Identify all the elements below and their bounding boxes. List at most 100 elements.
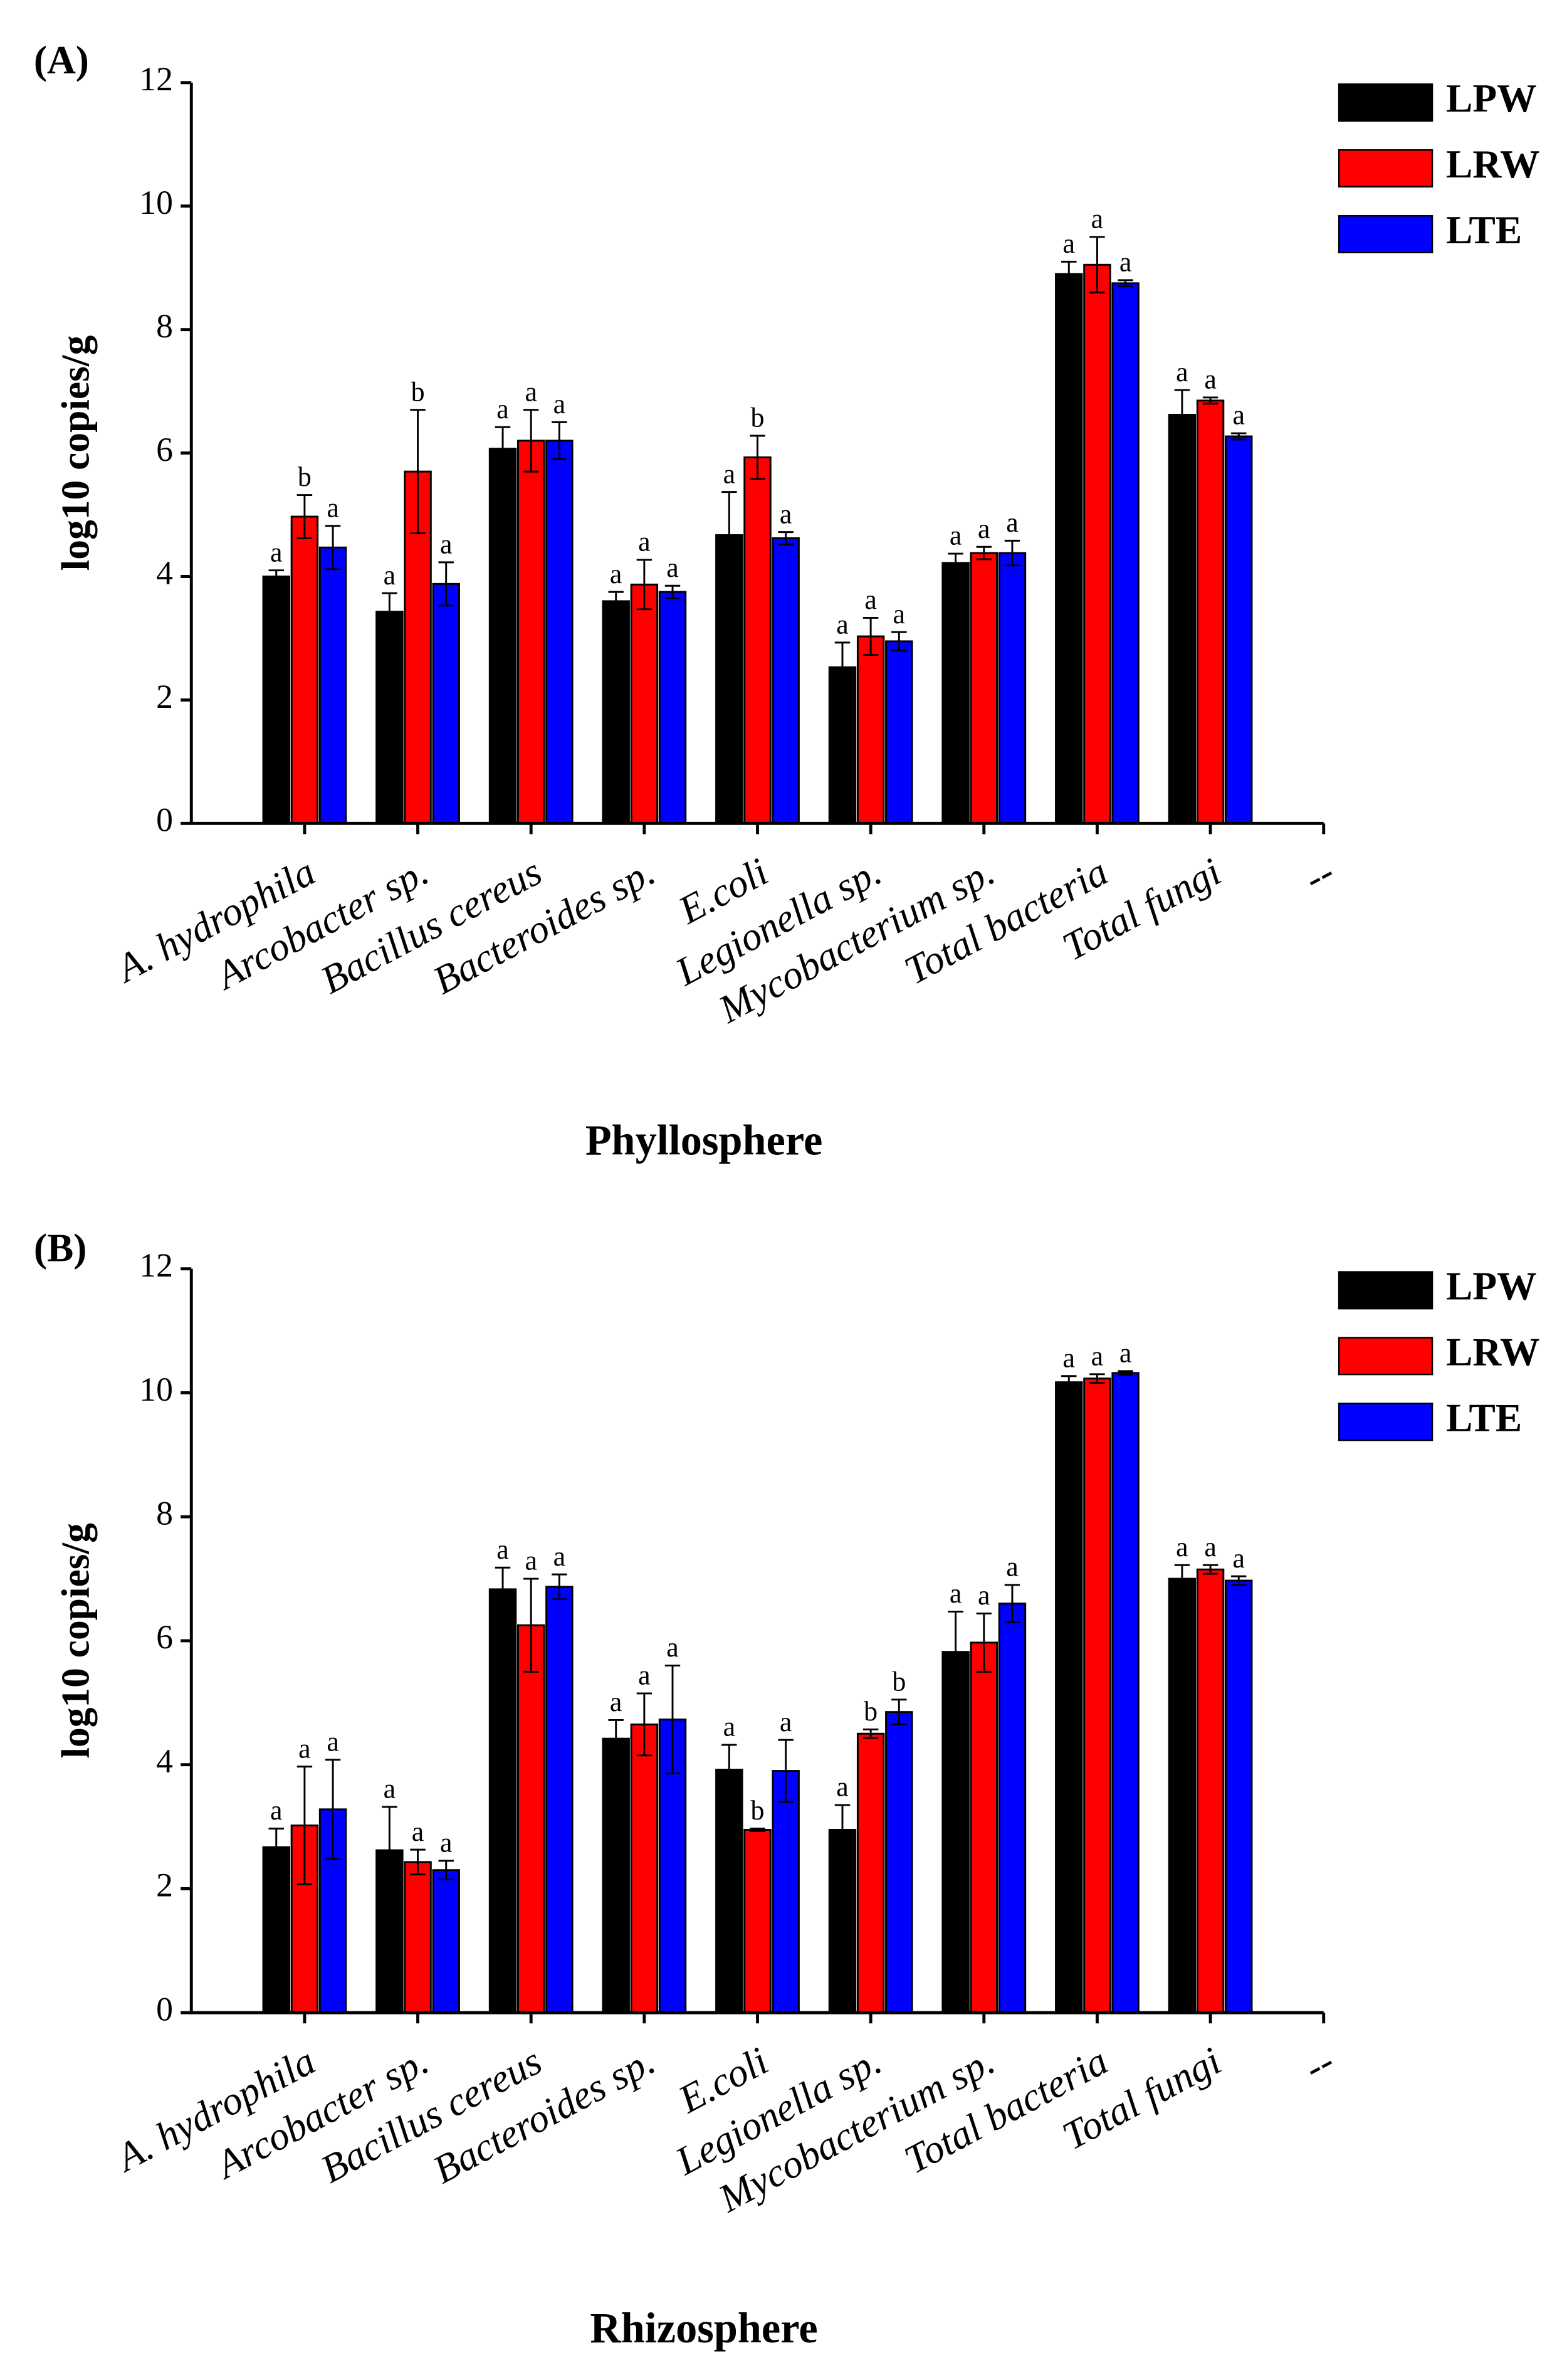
- bar: [630, 583, 659, 824]
- bar: [1196, 1568, 1225, 2014]
- significance-letter: a: [1091, 1340, 1104, 1371]
- bar: [516, 440, 545, 824]
- legend-swatch: [1338, 149, 1433, 188]
- error-bar: [948, 552, 963, 574]
- error-bar: [438, 1860, 454, 1881]
- significance-letter: a: [864, 584, 877, 615]
- error-bar: [1089, 1373, 1105, 1384]
- y-tick-label: 4: [156, 554, 173, 592]
- significance-letter: a: [1204, 364, 1217, 395]
- y-axis-label: log10 copies/g: [53, 335, 98, 571]
- significance-letter: a: [893, 599, 906, 629]
- legend-label: LTE: [1446, 208, 1522, 252]
- bar: [262, 576, 290, 824]
- bar: [772, 1770, 800, 2014]
- error-bar: [382, 592, 397, 631]
- bar: [290, 515, 319, 824]
- legend-swatch: [1338, 214, 1433, 254]
- y-tick-label: 2: [156, 678, 173, 715]
- bar: [488, 1588, 517, 2014]
- y-axis-label: log10 copies/g: [53, 1523, 98, 1759]
- error-bar: [552, 421, 567, 460]
- significance-letter: a: [496, 394, 509, 424]
- error-bar: [1004, 1584, 1020, 1623]
- error-bar: [636, 1692, 652, 1757]
- error-bar: [410, 1848, 426, 1876]
- significance-letter: a: [1119, 247, 1132, 278]
- bar: [262, 1846, 290, 2014]
- legend-label: LTE: [1446, 1395, 1522, 1440]
- bar: [1083, 263, 1111, 824]
- significance-letter: a: [1232, 400, 1245, 431]
- error-bar: [834, 1804, 851, 1856]
- y-tick-label: 8: [156, 307, 173, 345]
- bar: [602, 600, 630, 824]
- error-bar: [268, 1828, 284, 1867]
- error-bar: [608, 1719, 624, 1759]
- bar: [772, 537, 800, 824]
- y-tick-label: 2: [156, 1867, 173, 1904]
- significance-letter: a: [412, 1816, 424, 1847]
- x-tick-label: --: [1297, 849, 1341, 901]
- legend-label: LRW: [1446, 1329, 1539, 1374]
- error-bar: [438, 561, 454, 607]
- significance-letter: a: [270, 1795, 283, 1826]
- significance-letter: a: [723, 1712, 736, 1742]
- significance-letter: a: [525, 1545, 537, 1576]
- error-bar: [1202, 396, 1218, 405]
- significance-letter: a: [553, 1541, 566, 1572]
- bar: [1083, 1377, 1111, 2014]
- x-tick-label: --: [1297, 2038, 1341, 2090]
- error-bar: [382, 1806, 397, 1895]
- error-bar: [721, 491, 737, 579]
- bar: [998, 1603, 1027, 2014]
- bar: [602, 1737, 630, 2014]
- bar: [545, 1586, 574, 2014]
- legend-swatch: [1338, 1271, 1433, 1310]
- error-bar: [495, 1566, 511, 1612]
- y-tick-label: 6: [156, 1618, 173, 1656]
- significance-letter: a: [384, 1774, 396, 1804]
- legend-label: LRW: [1446, 142, 1539, 186]
- error-bar: [523, 409, 539, 473]
- error-bar: [325, 525, 341, 571]
- y-tick-label: 10: [139, 1371, 173, 1408]
- significance-letter: a: [553, 389, 566, 419]
- significance-letter: a: [978, 1580, 990, 1611]
- error-bar: [636, 559, 652, 611]
- bar: [1168, 414, 1197, 824]
- error-bar: [1061, 1375, 1077, 1389]
- bar: [743, 1829, 772, 2014]
- error-bar: [1174, 1564, 1190, 1594]
- bar: [1196, 399, 1225, 824]
- significance-letter: a: [440, 1828, 453, 1858]
- significance-letter: a: [666, 1632, 679, 1663]
- significance-letter: a: [950, 1578, 962, 1609]
- legend-swatch: [1338, 83, 1433, 122]
- error-bar: [1089, 236, 1105, 294]
- error-bar: [296, 1766, 313, 1885]
- error-bar: [976, 545, 992, 561]
- significance-letter: b: [298, 461, 312, 492]
- panel-label: (B): [34, 1225, 87, 1270]
- significance-letter: a: [610, 1687, 622, 1717]
- bar: [432, 1869, 460, 2014]
- y-tick-label: 0: [156, 801, 173, 839]
- error-bar: [891, 1698, 907, 1725]
- bar: [941, 562, 970, 824]
- significance-letter: a: [496, 1534, 509, 1565]
- significance-letter: a: [1063, 1342, 1076, 1373]
- bar: [1168, 1577, 1197, 2014]
- error-bar: [552, 1573, 567, 1601]
- significance-letter: a: [950, 520, 962, 551]
- significance-letter: a: [1176, 1532, 1188, 1562]
- significance-letter: a: [1204, 1532, 1217, 1562]
- y-tick-label: 12: [139, 60, 173, 98]
- error-bar: [410, 409, 426, 535]
- significance-letter: a: [327, 492, 339, 523]
- bar: [856, 1732, 885, 2014]
- significance-letter: a: [270, 537, 283, 567]
- error-bar: [523, 1577, 539, 1673]
- significance-letter: a: [384, 560, 396, 591]
